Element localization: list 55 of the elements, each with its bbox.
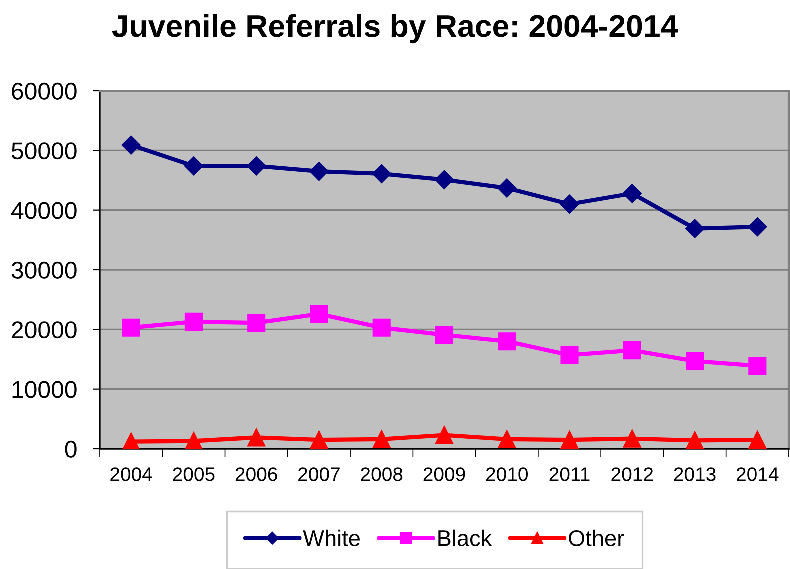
point [248, 314, 266, 332]
point [622, 184, 642, 204]
x-tick-label: 2014 [737, 468, 779, 482]
point [748, 431, 767, 449]
point [435, 426, 454, 444]
y-tick-label: 20000 [12, 322, 77, 339]
point [310, 431, 328, 449]
point [498, 430, 516, 448]
point [122, 318, 140, 337]
point [748, 218, 768, 237]
y-tick-label: 50000 [12, 142, 77, 160]
point [434, 170, 454, 190]
point [310, 162, 329, 182]
y-tick-label: 30000 [12, 262, 77, 279]
point [623, 342, 642, 360]
point [184, 432, 203, 449]
point [498, 332, 516, 351]
point [247, 156, 266, 176]
x-tick-label: 2005 [173, 468, 215, 482]
legend-label: White [303, 530, 360, 546]
legend-label: Black [438, 530, 492, 546]
point [310, 305, 328, 324]
x-tick-label: 2007 [298, 468, 340, 482]
point [372, 430, 391, 448]
point [372, 318, 391, 337]
point [685, 219, 705, 238]
x-tick-label: 2004 [110, 468, 152, 482]
y-tick-label: 60000 [12, 82, 77, 100]
point [122, 136, 141, 155]
legend-label: Other [569, 530, 624, 546]
point [372, 164, 392, 184]
point [748, 357, 767, 376]
point [560, 431, 579, 449]
point [122, 432, 140, 449]
point [686, 432, 704, 449]
point [498, 178, 517, 198]
point [184, 156, 204, 176]
y-tick-label: 10000 [12, 381, 77, 398]
chart-title: Juvenile Referrals by Race: 2004-2014 [112, 14, 678, 44]
point [623, 430, 642, 448]
point [560, 194, 580, 214]
x-tick-label: 2008 [361, 468, 403, 482]
point [560, 346, 579, 364]
point [248, 428, 266, 447]
point [686, 352, 704, 370]
y-tick-label: 40000 [12, 202, 77, 220]
x-tick-label: 2011 [550, 468, 590, 482]
point [184, 312, 203, 331]
x-tick-label: 2009 [424, 468, 466, 482]
y-tick-label: 0 [65, 440, 77, 458]
x-tick-label: 2012 [612, 468, 654, 482]
point [435, 326, 454, 344]
x-tick-label: 2006 [236, 468, 278, 482]
x-tick-label: 2013 [674, 468, 716, 482]
x-tick-label: 2010 [486, 468, 528, 482]
